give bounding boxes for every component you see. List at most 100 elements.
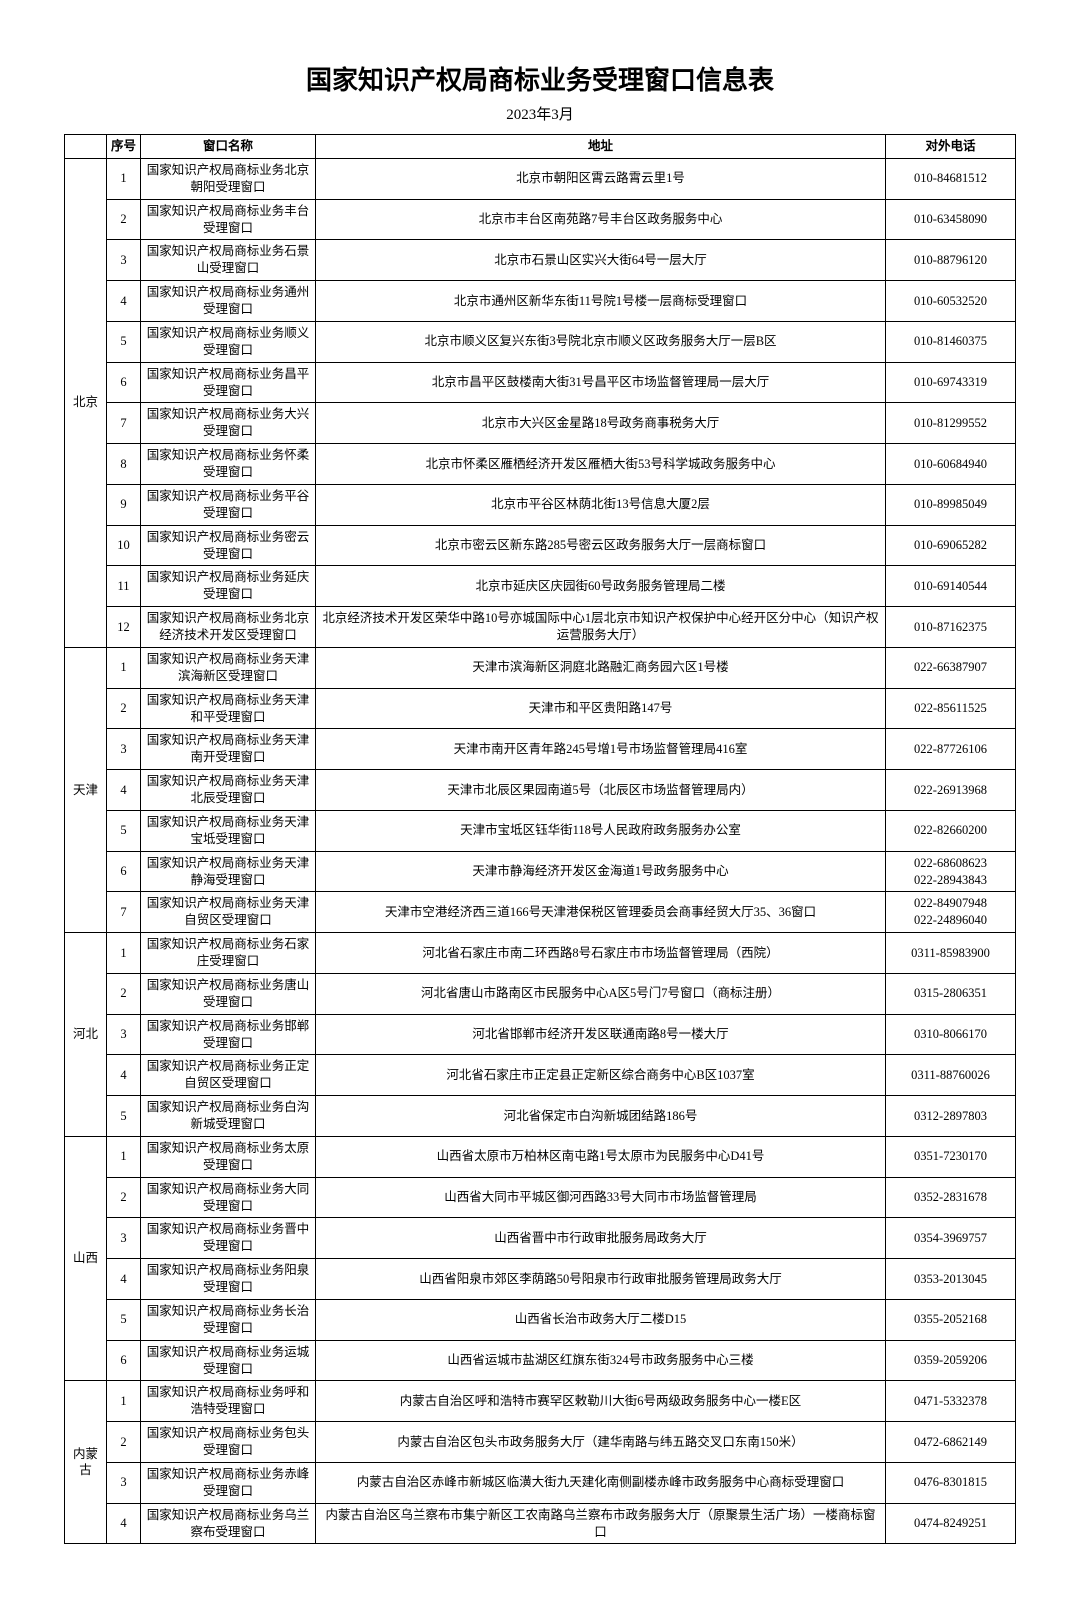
name-cell: 国家知识产权局商标业务太原受理窗口 xyxy=(141,1136,316,1177)
header-seq: 序号 xyxy=(107,135,141,159)
name-cell: 国家知识产权局商标业务密云受理窗口 xyxy=(141,525,316,566)
table-row: 12国家知识产权局商标业务北京经济技术开发区受理窗口北京经济技术开发区荣华中路1… xyxy=(65,607,1016,648)
name-cell: 国家知识产权局商标业务通州受理窗口 xyxy=(141,281,316,322)
seq-cell: 7 xyxy=(107,892,141,933)
name-cell: 国家知识产权局商标业务天津静海受理窗口 xyxy=(141,851,316,892)
seq-cell: 2 xyxy=(107,1177,141,1218)
phone-cell: 022-82660200 xyxy=(886,810,1016,851)
name-cell: 国家知识产权局商标业务昌平受理窗口 xyxy=(141,362,316,403)
addr-cell: 北京市朝阳区霄云路霄云里1号 xyxy=(316,158,886,199)
table-row: 5国家知识产权局商标业务长治受理窗口山西省长治市政务大厅二楼D150355-20… xyxy=(65,1299,1016,1340)
seq-cell: 3 xyxy=(107,729,141,770)
addr-cell: 内蒙古自治区呼和浩特市赛罕区敕勒川大街6号两级政务服务中心一楼E区 xyxy=(316,1381,886,1422)
phone-cell: 0472-6862149 xyxy=(886,1422,1016,1463)
addr-cell: 山西省大同市平城区御河西路33号大同市市场监督管理局 xyxy=(316,1177,886,1218)
seq-cell: 4 xyxy=(107,1259,141,1300)
name-cell: 国家知识产权局商标业务顺义受理窗口 xyxy=(141,321,316,362)
name-cell: 国家知识产权局商标业务白沟新城受理窗口 xyxy=(141,1096,316,1137)
region-cell: 山西 xyxy=(65,1136,107,1381)
addr-cell: 天津市北辰区果园南道5号（北辰区市场监督管理局内） xyxy=(316,770,886,811)
addr-cell: 北京市昌平区鼓楼南大街31号昌平区市场监督管理局一层大厅 xyxy=(316,362,886,403)
addr-cell: 天津市滨海新区洞庭北路融汇商务园六区1号楼 xyxy=(316,647,886,688)
table-row: 3国家知识产权局商标业务石景山受理窗口北京市石景山区实兴大街64号一层大厅010… xyxy=(65,240,1016,281)
phone-cell: 010-81460375 xyxy=(886,321,1016,362)
name-cell: 国家知识产权局商标业务赤峰受理窗口 xyxy=(141,1462,316,1503)
addr-cell: 北京市延庆区庆园街60号政务服务管理局二楼 xyxy=(316,566,886,607)
addr-cell: 天津市南开区青年路245号增1号市场监督管理局416室 xyxy=(316,729,886,770)
addr-cell: 河北省唐山市路南区市民服务中心A区5号门7号窗口（商标注册） xyxy=(316,973,886,1014)
phone-cell: 010-84681512 xyxy=(886,158,1016,199)
name-cell: 国家知识产权局商标业务唐山受理窗口 xyxy=(141,973,316,1014)
table-row: 4国家知识产权局商标业务阳泉受理窗口山西省阳泉市郊区李荫路50号阳泉市行政审批服… xyxy=(65,1259,1016,1300)
header-region-blank xyxy=(65,135,107,159)
table-row: 4国家知识产权局商标业务乌兰察布受理窗口内蒙古自治区乌兰察布市集宁新区工农南路乌… xyxy=(65,1503,1016,1544)
table-row: 2国家知识产权局商标业务唐山受理窗口河北省唐山市路南区市民服务中心A区5号门7号… xyxy=(65,973,1016,1014)
seq-cell: 12 xyxy=(107,607,141,648)
phone-cell: 010-81299552 xyxy=(886,403,1016,444)
table-row: 3国家知识产权局商标业务天津南开受理窗口天津市南开区青年路245号增1号市场监督… xyxy=(65,729,1016,770)
name-cell: 国家知识产权局商标业务正定自贸区受理窗口 xyxy=(141,1055,316,1096)
table-row: 10国家知识产权局商标业务密云受理窗口北京市密云区新东路285号密云区政务服务大… xyxy=(65,525,1016,566)
phone-cell: 010-69140544 xyxy=(886,566,1016,607)
seq-cell: 1 xyxy=(107,1381,141,1422)
phone-cell: 0354-3969757 xyxy=(886,1218,1016,1259)
name-cell: 国家知识产权局商标业务包头受理窗口 xyxy=(141,1422,316,1463)
name-cell: 国家知识产权局商标业务平谷受理窗口 xyxy=(141,484,316,525)
phone-cell: 0476-8301815 xyxy=(886,1462,1016,1503)
seq-cell: 2 xyxy=(107,688,141,729)
addr-cell: 河北省保定市白沟新城团结路186号 xyxy=(316,1096,886,1137)
addr-cell: 山西省晋中市行政审批服务局政务大厅 xyxy=(316,1218,886,1259)
phone-cell: 010-63458090 xyxy=(886,199,1016,240)
table-row: 3国家知识产权局商标业务赤峰受理窗口内蒙古自治区赤峰市新城区临潢大街九天建化南侧… xyxy=(65,1462,1016,1503)
phone-cell: 010-87162375 xyxy=(886,607,1016,648)
table-row: 4国家知识产权局商标业务通州受理窗口北京市通州区新华东街11号院1号楼一层商标受… xyxy=(65,281,1016,322)
phone-cell: 022-66387907 xyxy=(886,647,1016,688)
name-cell: 国家知识产权局商标业务天津宝坻受理窗口 xyxy=(141,810,316,851)
table-row: 6国家知识产权局商标业务天津静海受理窗口天津市静海经济开发区金海道1号政务服务中… xyxy=(65,851,1016,892)
seq-cell: 6 xyxy=(107,851,141,892)
phone-cell: 022-68608623 022-28943843 xyxy=(886,851,1016,892)
name-cell: 国家知识产权局商标业务阳泉受理窗口 xyxy=(141,1259,316,1300)
name-cell: 国家知识产权局商标业务天津南开受理窗口 xyxy=(141,729,316,770)
seq-cell: 1 xyxy=(107,1136,141,1177)
addr-cell: 内蒙古自治区乌兰察布市集宁新区工农南路乌兰察布市政务服务大厅（原聚景生活广场）一… xyxy=(316,1503,886,1544)
phone-cell: 022-26913968 xyxy=(886,770,1016,811)
page-title: 国家知识产权局商标业务受理窗口信息表 xyxy=(64,60,1016,97)
addr-cell: 北京市平谷区林荫北街13号信息大厦2层 xyxy=(316,484,886,525)
phone-cell: 010-69743319 xyxy=(886,362,1016,403)
phone-cell: 010-88796120 xyxy=(886,240,1016,281)
addr-cell: 河北省邯郸市经济开发区联通南路8号一楼大厅 xyxy=(316,1014,886,1055)
seq-cell: 4 xyxy=(107,1055,141,1096)
seq-cell: 1 xyxy=(107,158,141,199)
phone-cell: 0353-2013045 xyxy=(886,1259,1016,1300)
seq-cell: 5 xyxy=(107,321,141,362)
name-cell: 国家知识产权局商标业务北京朝阳受理窗口 xyxy=(141,158,316,199)
name-cell: 国家知识产权局商标业务呼和浩特受理窗口 xyxy=(141,1381,316,1422)
seq-cell: 6 xyxy=(107,362,141,403)
addr-cell: 山西省太原市万柏林区南屯路1号太原市为民服务中心D41号 xyxy=(316,1136,886,1177)
table-row: 9国家知识产权局商标业务平谷受理窗口北京市平谷区林荫北街13号信息大厦2层010… xyxy=(65,484,1016,525)
phone-cell: 0352-2831678 xyxy=(886,1177,1016,1218)
header-name: 窗口名称 xyxy=(141,135,316,159)
seq-cell: 8 xyxy=(107,444,141,485)
addr-cell: 山西省阳泉市郊区李荫路50号阳泉市行政审批服务管理局政务大厅 xyxy=(316,1259,886,1300)
addr-cell: 天津市静海经济开发区金海道1号政务服务中心 xyxy=(316,851,886,892)
name-cell: 国家知识产权局商标业务大同受理窗口 xyxy=(141,1177,316,1218)
table-row: 2国家知识产权局商标业务丰台受理窗口北京市丰台区南苑路7号丰台区政务服务中心01… xyxy=(65,199,1016,240)
table-row: 河北1国家知识产权局商标业务石家庄受理窗口河北省石家庄市南二环西路8号石家庄市市… xyxy=(65,933,1016,974)
page-subtitle: 2023年3月 xyxy=(64,103,1016,124)
seq-cell: 3 xyxy=(107,1462,141,1503)
addr-cell: 北京市通州区新华东街11号院1号楼一层商标受理窗口 xyxy=(316,281,886,322)
phone-cell: 0310-8066170 xyxy=(886,1014,1016,1055)
phone-cell: 010-60684940 xyxy=(886,444,1016,485)
name-cell: 国家知识产权局商标业务天津自贸区受理窗口 xyxy=(141,892,316,933)
name-cell: 国家知识产权局商标业务晋中受理窗口 xyxy=(141,1218,316,1259)
table-row: 2国家知识产权局商标业务包头受理窗口内蒙古自治区包头市政务服务大厅（建华南路与纬… xyxy=(65,1422,1016,1463)
seq-cell: 1 xyxy=(107,647,141,688)
name-cell: 国家知识产权局商标业务天津北辰受理窗口 xyxy=(141,770,316,811)
addr-cell: 北京市石景山区实兴大街64号一层大厅 xyxy=(316,240,886,281)
name-cell: 国家知识产权局商标业务石景山受理窗口 xyxy=(141,240,316,281)
addr-cell: 北京市密云区新东路285号密云区政务服务大厅一层商标窗口 xyxy=(316,525,886,566)
region-cell: 内蒙古 xyxy=(65,1381,107,1544)
addr-cell: 河北省石家庄市正定县正定新区综合商务中心B区1037室 xyxy=(316,1055,886,1096)
